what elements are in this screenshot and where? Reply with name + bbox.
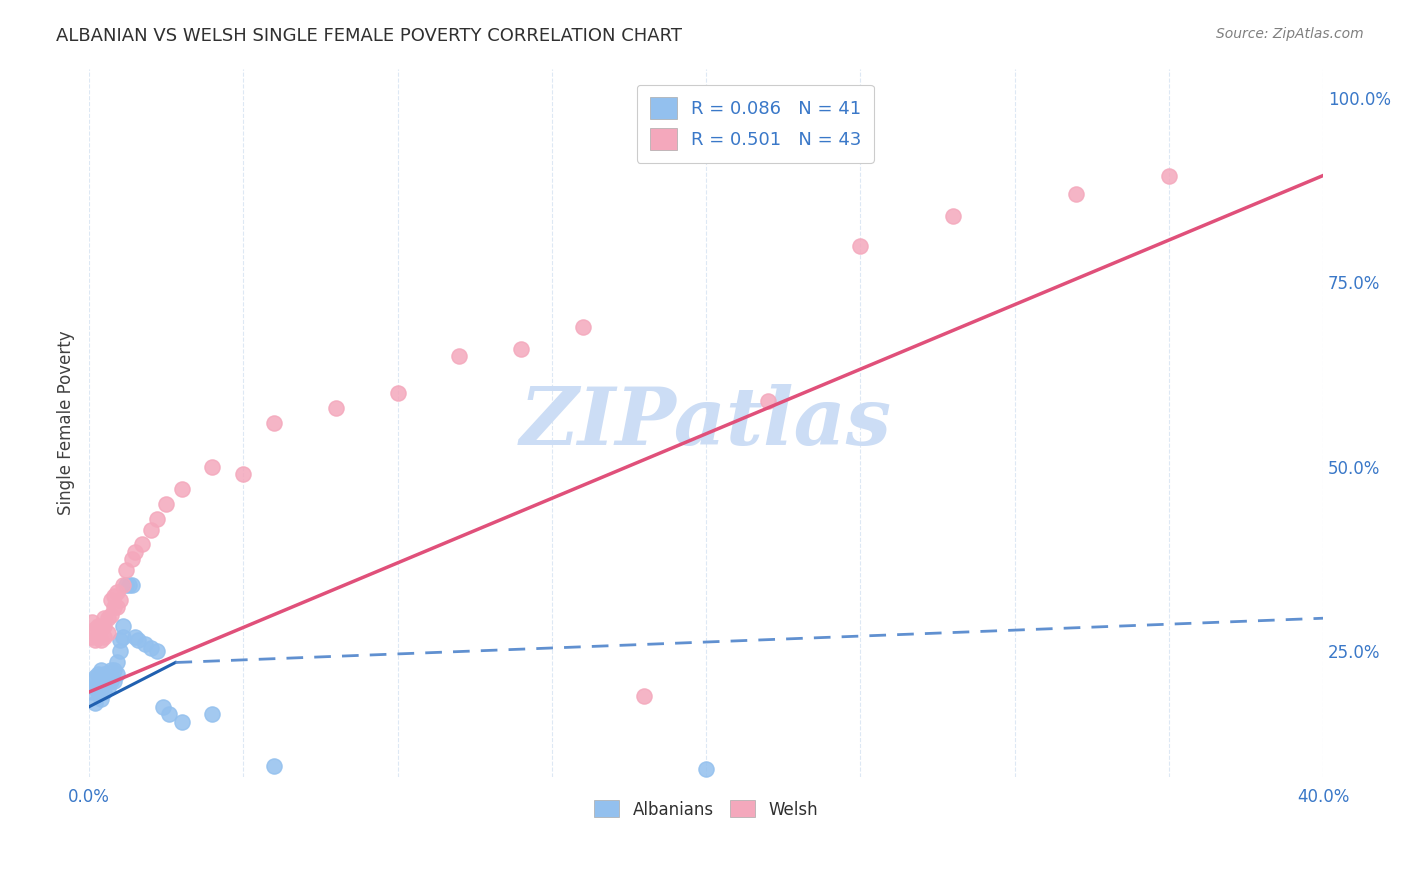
Point (103, 673, 125, 688)
Point (1157, 169, 1180, 183)
Point (93, 666, 115, 681)
Point (263, 759, 285, 773)
Point (103, 589, 125, 603)
Point (103, 663, 125, 677)
Point (84, 681, 107, 696)
Point (97, 626, 120, 640)
Point (111, 630, 134, 644)
Y-axis label: Single Female Poverty: Single Female Poverty (58, 330, 75, 515)
Point (695, 763, 717, 777)
Legend: Albanians, Welsh: Albanians, Welsh (588, 794, 825, 825)
Point (82, 615, 104, 629)
Point (121, 552, 143, 566)
Point (90, 692, 112, 706)
Point (942, 209, 965, 223)
Point (115, 578, 138, 592)
Point (201, 460, 224, 475)
Point (849, 238, 872, 252)
Point (97, 611, 120, 625)
Point (87, 685, 110, 699)
Point (90, 681, 112, 696)
Point (124, 545, 146, 559)
Point (134, 637, 156, 651)
Point (100, 673, 122, 688)
Point (127, 633, 149, 648)
Point (146, 644, 169, 658)
Point (111, 578, 134, 592)
Point (633, 689, 655, 703)
Text: ALBANIAN VS WELSH SINGLE FEMALE POVERTY CORRELATION CHART: ALBANIAN VS WELSH SINGLE FEMALE POVERTY … (56, 27, 682, 45)
Point (105, 600, 128, 615)
Point (90, 673, 112, 688)
Point (93, 630, 115, 644)
Point (131, 537, 153, 551)
Point (97, 681, 120, 696)
Point (157, 707, 180, 722)
Point (232, 467, 254, 482)
Point (155, 497, 177, 511)
Point (201, 707, 224, 722)
Point (82, 685, 104, 699)
Point (90, 622, 112, 636)
Point (87, 630, 110, 644)
Text: ZIPatlas: ZIPatlas (520, 384, 893, 461)
Point (170, 714, 193, 729)
Point (449, 349, 471, 363)
Point (87, 618, 110, 632)
Point (105, 666, 128, 681)
Point (87, 678, 110, 692)
Point (510, 342, 533, 356)
Point (1066, 186, 1088, 201)
Point (90, 663, 112, 677)
Point (84, 696, 107, 710)
Point (84, 622, 107, 636)
Point (139, 640, 162, 655)
Point (105, 585, 128, 599)
Point (93, 673, 115, 688)
Point (100, 592, 122, 607)
Point (100, 663, 122, 677)
Point (103, 600, 125, 615)
Point (108, 592, 131, 607)
Point (84, 670, 107, 684)
Point (100, 607, 122, 622)
Point (170, 482, 193, 496)
Point (571, 319, 593, 334)
Point (82, 630, 104, 644)
Point (124, 630, 146, 644)
Point (87, 666, 110, 681)
Point (90, 633, 112, 648)
Point (93, 618, 115, 632)
Point (325, 401, 347, 415)
Point (387, 386, 409, 401)
Point (105, 656, 128, 670)
Point (152, 699, 174, 714)
Point (118, 578, 141, 592)
Point (263, 416, 285, 430)
Point (108, 633, 131, 648)
Point (84, 633, 107, 648)
Point (93, 685, 115, 699)
Point (97, 670, 120, 684)
Point (82, 673, 104, 688)
Point (115, 563, 138, 577)
Point (111, 618, 134, 632)
Point (756, 393, 779, 408)
Point (93, 611, 115, 625)
Point (108, 644, 131, 658)
Point (139, 523, 162, 537)
Text: Source: ZipAtlas.com: Source: ZipAtlas.com (1216, 27, 1364, 41)
Point (146, 511, 169, 525)
Point (121, 578, 143, 592)
